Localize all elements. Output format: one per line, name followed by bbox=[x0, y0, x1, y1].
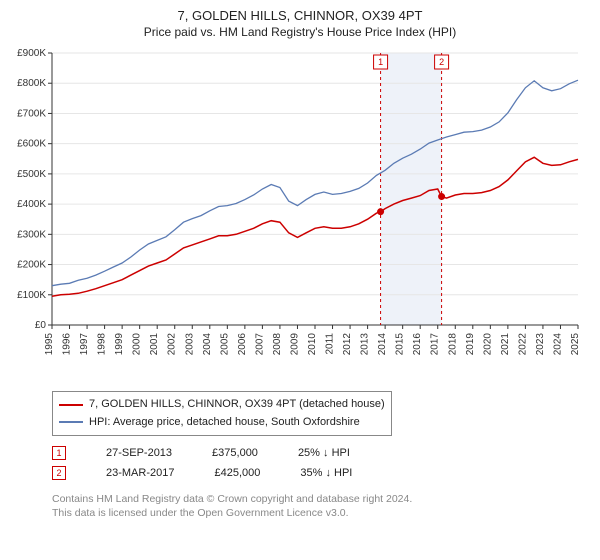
legend-item: 7, GOLDEN HILLS, CHINNOR, OX39 4PT (deta… bbox=[59, 396, 385, 414]
marker-badge: 2 bbox=[52, 466, 66, 480]
svg-text:2007: 2007 bbox=[254, 333, 265, 356]
svg-text:1997: 1997 bbox=[79, 333, 90, 356]
svg-text:2002: 2002 bbox=[167, 333, 178, 356]
svg-text:£200K: £200K bbox=[17, 260, 46, 271]
svg-text:2018: 2018 bbox=[447, 333, 458, 356]
page-title: 7, GOLDEN HILLS, CHINNOR, OX39 4PT bbox=[10, 8, 590, 23]
svg-text:2000: 2000 bbox=[132, 333, 143, 356]
marker-price: £425,000 bbox=[214, 467, 260, 479]
svg-text:2023: 2023 bbox=[535, 333, 546, 356]
marker-date: 27-SEP-2013 bbox=[106, 447, 172, 459]
legend-swatch bbox=[59, 404, 83, 406]
svg-text:£400K: £400K bbox=[17, 199, 46, 210]
svg-text:£700K: £700K bbox=[17, 108, 46, 119]
svg-text:2025: 2025 bbox=[570, 333, 581, 356]
legend-label: HPI: Average price, detached house, Sout… bbox=[89, 414, 360, 432]
svg-text:£900K: £900K bbox=[17, 48, 46, 59]
marker-delta: 25% ↓ HPI bbox=[298, 447, 350, 459]
footnote-line: Contains HM Land Registry data © Crown c… bbox=[52, 492, 590, 506]
svg-text:2013: 2013 bbox=[360, 333, 371, 356]
chart-svg: £0 £100K £200K £300K £400K £500K £600K £700K £80… bbox=[10, 45, 590, 385]
svg-text:2014: 2014 bbox=[377, 333, 388, 356]
svg-text:2003: 2003 bbox=[184, 333, 195, 356]
marker-table: 1 27-SEP-2013 £375,000 25% ↓ HPI 2 23-MA… bbox=[52, 446, 590, 480]
svg-text:2006: 2006 bbox=[237, 333, 248, 356]
svg-text:2001: 2001 bbox=[149, 333, 160, 356]
svg-text:£800K: £800K bbox=[17, 78, 46, 89]
svg-text:2: 2 bbox=[439, 57, 444, 67]
svg-text:£500K: £500K bbox=[17, 169, 46, 180]
svg-text:2020: 2020 bbox=[482, 333, 493, 356]
svg-text:£100K: £100K bbox=[17, 290, 46, 301]
svg-text:2011: 2011 bbox=[325, 333, 336, 355]
svg-text:2019: 2019 bbox=[465, 333, 476, 356]
chart: £0 £100K £200K £300K £400K £500K £600K £700K £80… bbox=[10, 45, 590, 385]
marker-date: 23-MAR-2017 bbox=[106, 467, 174, 479]
svg-text:2017: 2017 bbox=[430, 333, 441, 356]
svg-text:1996: 1996 bbox=[62, 333, 73, 356]
svg-text:1999: 1999 bbox=[114, 333, 125, 356]
svg-text:2015: 2015 bbox=[395, 333, 406, 356]
marker-badge: 1 bbox=[52, 446, 66, 460]
svg-text:2024: 2024 bbox=[552, 333, 563, 356]
svg-text:1995: 1995 bbox=[44, 333, 55, 356]
svg-text:2012: 2012 bbox=[342, 333, 353, 356]
svg-text:2021: 2021 bbox=[500, 333, 511, 356]
legend: 7, GOLDEN HILLS, CHINNOR, OX39 4PT (deta… bbox=[52, 391, 392, 436]
legend-swatch bbox=[59, 421, 83, 423]
svg-text:2008: 2008 bbox=[272, 333, 283, 356]
legend-label: 7, GOLDEN HILLS, CHINNOR, OX39 4PT (deta… bbox=[89, 396, 385, 414]
svg-text:£300K: £300K bbox=[17, 229, 46, 240]
svg-text:2005: 2005 bbox=[219, 333, 230, 356]
svg-text:£0: £0 bbox=[35, 320, 47, 331]
svg-text:1: 1 bbox=[378, 57, 383, 67]
svg-text:2016: 2016 bbox=[412, 333, 423, 356]
svg-text:2009: 2009 bbox=[289, 333, 300, 356]
marker-row: 1 27-SEP-2013 £375,000 25% ↓ HPI bbox=[52, 446, 590, 460]
footnote: Contains HM Land Registry data © Crown c… bbox=[52, 492, 590, 520]
marker-price: £375,000 bbox=[212, 447, 258, 459]
svg-text:2022: 2022 bbox=[517, 333, 528, 356]
svg-text:£600K: £600K bbox=[17, 139, 46, 150]
svg-text:2010: 2010 bbox=[307, 333, 318, 356]
page-subtitle: Price paid vs. HM Land Registry's House … bbox=[10, 25, 590, 39]
svg-text:2004: 2004 bbox=[202, 333, 213, 356]
marker-delta: 35% ↓ HPI bbox=[300, 467, 352, 479]
footnote-line: This data is licensed under the Open Gov… bbox=[52, 506, 590, 520]
marker-row: 2 23-MAR-2017 £425,000 35% ↓ HPI bbox=[52, 466, 590, 480]
legend-item: HPI: Average price, detached house, Sout… bbox=[59, 414, 385, 432]
svg-text:1998: 1998 bbox=[97, 333, 108, 356]
